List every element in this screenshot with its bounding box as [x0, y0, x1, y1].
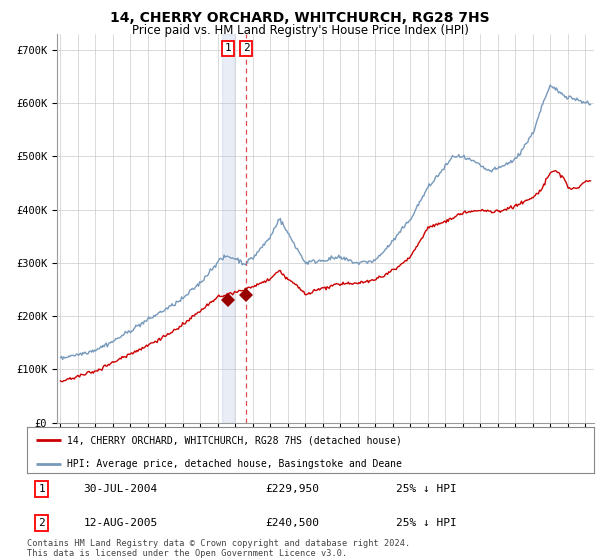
Text: 12-AUG-2005: 12-AUG-2005	[84, 518, 158, 528]
Text: 1: 1	[224, 43, 232, 53]
Text: 30-JUL-2004: 30-JUL-2004	[84, 484, 158, 494]
Text: 2: 2	[38, 518, 45, 528]
Text: 25% ↓ HPI: 25% ↓ HPI	[395, 484, 457, 494]
Text: 25% ↓ HPI: 25% ↓ HPI	[395, 518, 457, 528]
Text: Contains HM Land Registry data © Crown copyright and database right 2024.
This d: Contains HM Land Registry data © Crown c…	[27, 539, 410, 558]
Text: 1: 1	[38, 484, 45, 494]
Text: 14, CHERRY ORCHARD, WHITCHURCH, RG28 7HS (detached house): 14, CHERRY ORCHARD, WHITCHURCH, RG28 7HS…	[67, 435, 401, 445]
Text: Price paid vs. HM Land Registry's House Price Index (HPI): Price paid vs. HM Land Registry's House …	[131, 24, 469, 36]
Text: HPI: Average price, detached house, Basingstoke and Deane: HPI: Average price, detached house, Basi…	[67, 459, 401, 469]
Text: £240,500: £240,500	[265, 518, 319, 528]
Bar	[222, 34, 234, 423]
Text: £229,950: £229,950	[265, 484, 319, 494]
Text: 14, CHERRY ORCHARD, WHITCHURCH, RG28 7HS: 14, CHERRY ORCHARD, WHITCHURCH, RG28 7HS	[110, 11, 490, 25]
Text: 2: 2	[243, 43, 250, 53]
